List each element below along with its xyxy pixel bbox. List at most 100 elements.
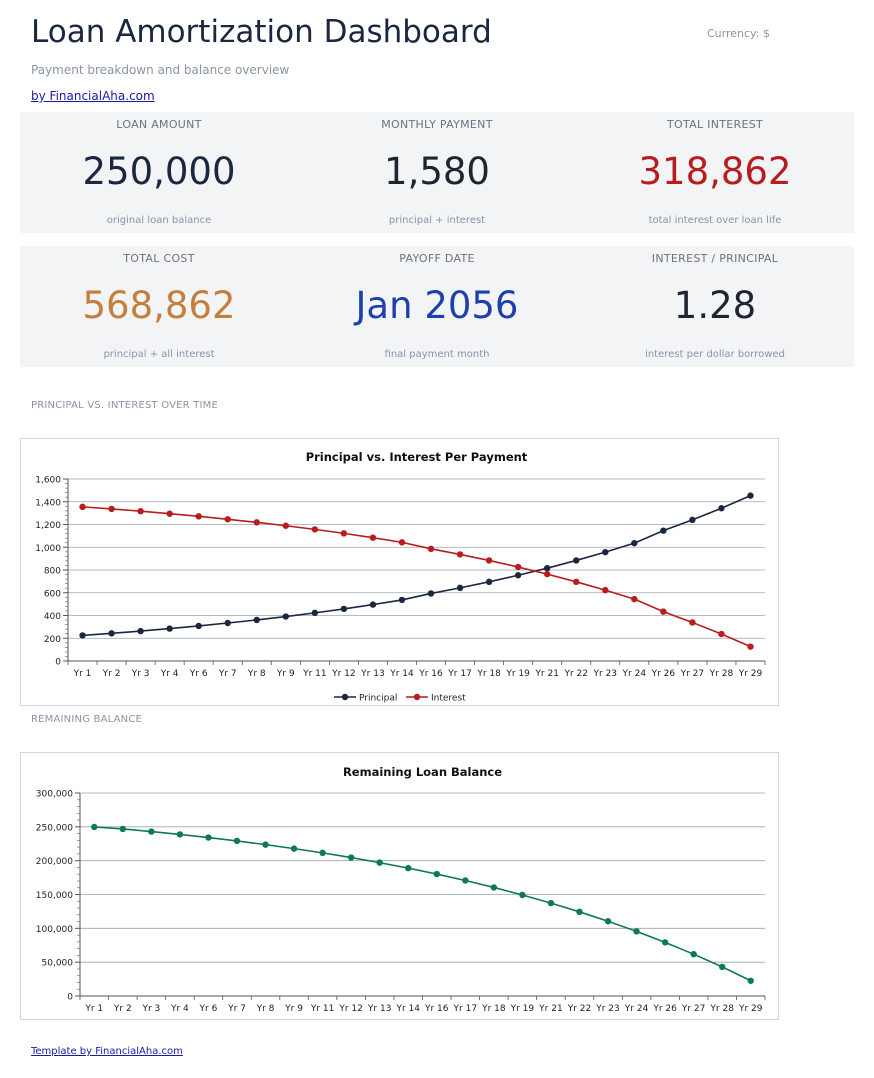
data-point — [376, 859, 383, 866]
byline-link[interactable]: by FinancialAha.com — [31, 89, 155, 103]
data-point — [462, 877, 469, 884]
data-point — [485, 578, 493, 586]
data-point — [108, 630, 115, 637]
data-point — [282, 613, 290, 620]
x-tick-label: Yr 29 — [738, 669, 763, 679]
kpi-total-interest: TOTAL INTEREST 318,862 total interest ov… — [576, 112, 854, 233]
data-point — [148, 828, 155, 835]
y-tick-label: 600 — [44, 589, 61, 599]
kpi-row-1: LOAN AMOUNT 250,000 original loan balanc… — [20, 112, 854, 233]
data-point — [340, 530, 348, 537]
data-point — [311, 609, 319, 617]
x-tick-label: Yr 21 — [538, 1004, 563, 1014]
x-tick-label: Yr 2 — [102, 669, 121, 679]
data-point — [137, 627, 144, 635]
data-point — [253, 616, 260, 624]
y-tick-label: 200,000 — [36, 857, 73, 867]
y-tick-label: 1,000 — [35, 544, 61, 554]
page-title: Loan Amortization Dashboard — [31, 14, 492, 50]
y-tick-label: 800 — [44, 567, 61, 577]
data-point — [456, 584, 464, 592]
data-point — [91, 823, 98, 831]
y-tick-label: 1,200 — [35, 521, 61, 531]
x-tick-label: Yr 28 — [709, 1004, 734, 1014]
y-tick-label: 1,400 — [35, 498, 61, 508]
kpi-label: MONTHLY PAYMENT — [381, 118, 493, 131]
data-point — [176, 831, 184, 838]
series-line-principal — [82, 494, 751, 637]
legend-swatch-marker — [413, 693, 421, 701]
section-label-principal-interest: PRINCIPAL VS. INTEREST OVER TIME — [31, 400, 219, 411]
legend-label: Principal — [359, 694, 397, 704]
kpi-monthly-payment: MONTHLY PAYMENT 1,580 principal + intere… — [298, 112, 576, 233]
x-tick-label: Yr 8 — [247, 669, 266, 679]
kpi-note: interest per dollar borrowed — [645, 349, 785, 360]
kpi-value: 1,580 — [384, 150, 490, 193]
data-point — [340, 605, 348, 613]
section-label-remaining-balance: REMAINING BALANCE — [31, 714, 143, 725]
principal-interest-chart: Principal vs. Interest Per Payment 0 200 40… — [20, 438, 779, 706]
data-point — [79, 503, 86, 511]
kpi-loan-amount: LOAN AMOUNT 250,000 original loan balanc… — [20, 112, 298, 233]
footer-template-link[interactable]: Template by FinancialAha.com — [31, 1046, 183, 1057]
y-tick-label: 200 — [44, 635, 61, 645]
data-point — [369, 534, 377, 541]
remaining-balance-chart: Remaining Loan Balance 0 50,000 100,000 150,… — [20, 752, 779, 1020]
kpi-label: TOTAL COST — [123, 252, 195, 265]
kpi-interest-principal-ratio: INTEREST / PRINCIPAL 1.28 interest per d… — [576, 246, 854, 367]
x-tick-label: Yr 6 — [189, 669, 208, 679]
data-point — [233, 837, 241, 845]
data-point — [747, 643, 754, 650]
x-tick-label: Yr 11 — [310, 1004, 335, 1014]
data-point — [573, 578, 580, 586]
data-point — [689, 516, 696, 524]
data-point — [369, 601, 377, 608]
data-point — [747, 977, 754, 984]
kpi-value: 318,862 — [638, 150, 792, 193]
x-tick-label: Yr 12 — [338, 1004, 363, 1014]
data-point — [195, 622, 202, 630]
x-tick-label: Yr 18 — [476, 669, 501, 679]
chart-title: Remaining Loan Balance — [343, 765, 502, 779]
x-tick-label: Yr 26 — [652, 1004, 677, 1014]
data-point — [398, 596, 406, 604]
x-tick-label: Yr 24 — [622, 669, 647, 679]
y-tick-label: 0 — [67, 993, 73, 1003]
kpi-value: Jan 2056 — [355, 284, 519, 327]
x-tick-label: Yr 4 — [160, 669, 179, 679]
x-tick-label: Yr 1 — [84, 1004, 103, 1014]
x-tick-label: Yr 19 — [510, 1004, 535, 1014]
legend-item: Principal — [334, 694, 397, 704]
data-point — [405, 864, 412, 872]
data-point — [290, 845, 298, 852]
data-point — [604, 918, 612, 925]
data-point — [660, 527, 667, 534]
x-tick-label: Yr 3 — [141, 1004, 160, 1014]
data-point — [547, 899, 555, 907]
x-tick-label: Yr 29 — [738, 1004, 763, 1014]
y-tick-label: 50,000 — [42, 959, 74, 969]
data-point — [485, 557, 493, 564]
kpi-note: original loan balance — [106, 215, 212, 226]
kpi-label: LOAN AMOUNT — [116, 118, 202, 131]
x-tick-label: Yr 6 — [199, 1004, 218, 1014]
kpi-value: 250,000 — [82, 150, 236, 193]
data-point — [319, 849, 326, 857]
series-line-balance — [94, 826, 752, 982]
x-tick-label: Yr 13 — [367, 1004, 392, 1014]
data-point — [311, 526, 319, 533]
data-point — [224, 516, 231, 523]
data-point — [661, 939, 669, 946]
x-tick-label: Yr 26 — [651, 669, 676, 679]
y-tick-label: 100,000 — [36, 925, 73, 935]
kpi-row-2: TOTAL COST 568,862 principal + all inter… — [20, 246, 854, 367]
data-point — [519, 891, 526, 899]
data-point — [660, 608, 667, 615]
data-point — [631, 539, 638, 547]
x-tick-label: Yr 27 — [680, 669, 705, 679]
data-point — [514, 563, 522, 571]
data-point — [689, 619, 696, 626]
x-tick-label: Yr 28 — [709, 669, 734, 679]
x-tick-label: Yr 24 — [624, 1004, 649, 1014]
x-tick-label: Yr 23 — [595, 1004, 620, 1014]
